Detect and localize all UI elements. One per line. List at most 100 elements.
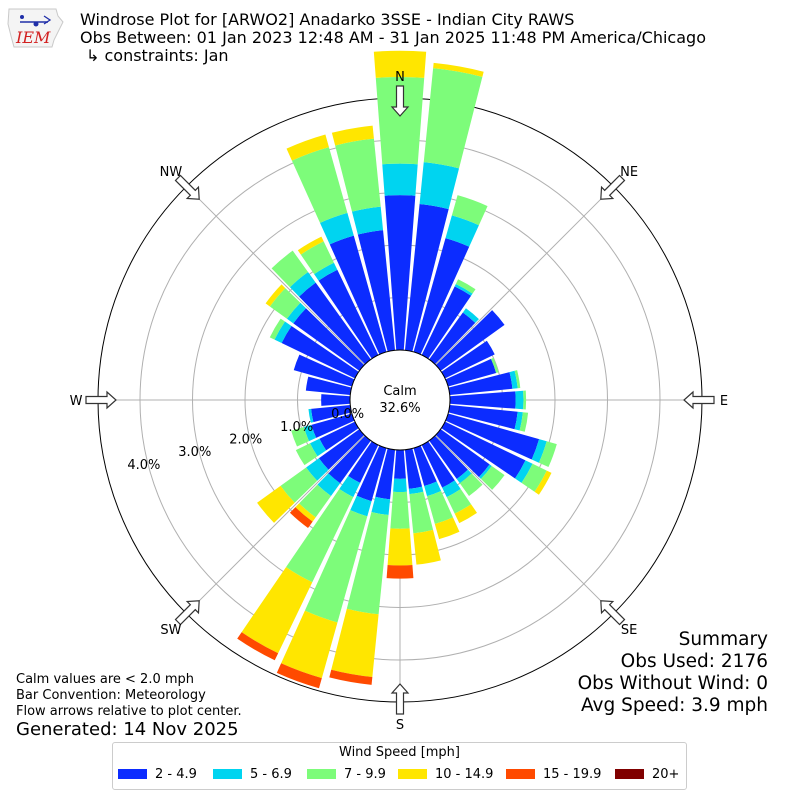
windrose-bar-segment: [291, 427, 309, 447]
legend-label: 5 - 6.9: [250, 767, 292, 782]
windrose-bar-segment: [274, 321, 292, 344]
windrose-bar-segment: [514, 411, 523, 431]
radial-tick-label: 4.0%: [127, 458, 160, 473]
windrose-bar-segment: [491, 357, 499, 373]
windrose-bar-segment: [531, 439, 547, 463]
windrose-bar-segment: [413, 238, 470, 355]
windrose-bar-segment: [335, 138, 381, 212]
legend-label: 15 - 19.9: [543, 767, 602, 782]
windrose-bar-segment: [269, 288, 301, 319]
windrose-bar-segment: [435, 429, 490, 478]
windrose-bars: [237, 50, 557, 689]
windrose-bar-segment: [289, 507, 313, 529]
direction-label: NW: [160, 165, 183, 180]
windrose-bar-segment: [442, 480, 461, 498]
windrose-bar-segment: [515, 460, 533, 483]
windrose-bar-segment: [445, 413, 540, 460]
summary-avg-speed: Avg Speed: 3.9 mph: [580, 695, 768, 716]
legend-swatch: [118, 768, 147, 779]
windrose-bar-segment: [441, 340, 495, 379]
summary-obs-used: Obs Used: 2176: [620, 651, 768, 672]
windrose-bar-segment: [429, 312, 476, 365]
windrose-bar-segment: [319, 421, 359, 451]
windrose-bar-segment: [419, 162, 460, 210]
windrose-bar-segment: [393, 478, 407, 492]
windrose-bar-segment: [310, 438, 327, 457]
flow-note: Flow arrows relative to plot center.: [16, 704, 242, 719]
windrose-bar-segment: [286, 134, 329, 161]
flow-arrow-icon: [600, 174, 626, 200]
windrose-bar-segment: [423, 68, 483, 169]
windrose-bar-segment: [280, 467, 318, 503]
direction-label: SE: [621, 623, 637, 638]
windrose-bar-segment: [373, 50, 427, 78]
windrose-bar-segment: [413, 529, 441, 565]
windrose-bar-segment: [448, 372, 513, 396]
windrose-bar-segment: [455, 279, 476, 294]
flow-arrow-icon: [390, 85, 410, 117]
legend-label: 10 - 14.9: [435, 767, 494, 782]
windrose-bar-segment: [441, 421, 526, 479]
windrose-bar-segment: [421, 441, 455, 488]
legend-item-2-4.9: 2 - 4.9: [118, 767, 197, 783]
flow-arrow-icon: [390, 683, 410, 715]
direction-label: SW: [160, 623, 181, 638]
radial-tick-label: 3.0%: [178, 445, 211, 460]
windrose-bar-segment: [394, 449, 406, 479]
windrose-bar-segment: [509, 370, 518, 389]
summary-obs-without-wind: Obs Without Wind: 0: [577, 673, 768, 694]
windrose-bar-segment: [314, 262, 338, 281]
windrose-bar-segment: [538, 441, 557, 468]
calm-label: Calm: [383, 384, 416, 399]
flow-arrow-icon: [174, 174, 200, 200]
windrose-bar-segment: [427, 491, 453, 524]
direction-arrows: [85, 85, 715, 715]
windrose-bar-segment: [265, 284, 286, 307]
windrose-bar-segment: [445, 215, 479, 247]
windrose-bar-segment: [356, 445, 387, 502]
windrose-bar-segment: [305, 376, 352, 396]
legend-label: 20+: [652, 767, 680, 782]
windrose-bar-segment: [286, 302, 306, 324]
legend-item-7-9.9: 7 - 9.9: [307, 767, 386, 783]
windrose-bar-segment: [293, 308, 365, 371]
windrose-bar-segment: [318, 429, 365, 470]
windrose-bar-segment: [445, 358, 497, 387]
flow-arrow-icon: [85, 390, 117, 410]
windrose-bar-segment: [449, 391, 516, 409]
direction-label: N: [395, 70, 405, 85]
windrose-bar-segment: [375, 77, 425, 165]
windrose-bar-segment: [357, 230, 396, 352]
grid-spoke: [186, 186, 365, 365]
windrose-bar-segment: [515, 390, 524, 410]
legend-swatch: [213, 768, 242, 779]
windrose-bar-segment: [456, 469, 472, 484]
windrose-bar-segment: [269, 318, 285, 340]
windrose-bar-segment: [433, 62, 484, 77]
legend-label: 7 - 9.9: [344, 767, 386, 782]
windrose-bar-segment: [351, 206, 384, 235]
axis-labels: Calm 32.6% 0.0% 1.0% 2.0% 3.0% 4.0% N NE E SE S SW W N…: [70, 70, 729, 733]
chart-title: Windrose Plot for [ARWO2] Anadarko 3SSE …: [80, 10, 575, 29]
iowa-outline-icon: [7, 8, 64, 48]
generated-date: Generated: 14 Nov 2025: [16, 719, 239, 740]
windrose-bar-segment: [413, 445, 437, 487]
legend-swatch: [615, 768, 644, 779]
windrose-bar-segment: [375, 448, 396, 500]
windrose-bar-segment: [454, 283, 473, 296]
windrose-bar-segment: [289, 271, 316, 297]
windrose-bar-segment: [300, 241, 334, 275]
direction-label: NE: [620, 165, 638, 180]
legend-title: Wind Speed [mph]: [339, 745, 460, 760]
windrose-bar-segment: [514, 370, 521, 389]
windrose-bar-segment: [329, 235, 387, 355]
windrose-bar-segment: [350, 495, 372, 517]
windrose-bar-segment: [371, 496, 391, 516]
windrose-bar-segment: [329, 669, 373, 685]
windrose-bar-segment: [311, 404, 352, 423]
direction-label: W: [70, 394, 83, 409]
summary-title: Summary: [678, 629, 768, 650]
legend-item-20-plus: 20+: [615, 767, 679, 783]
windrose-bar-segment: [348, 441, 379, 483]
